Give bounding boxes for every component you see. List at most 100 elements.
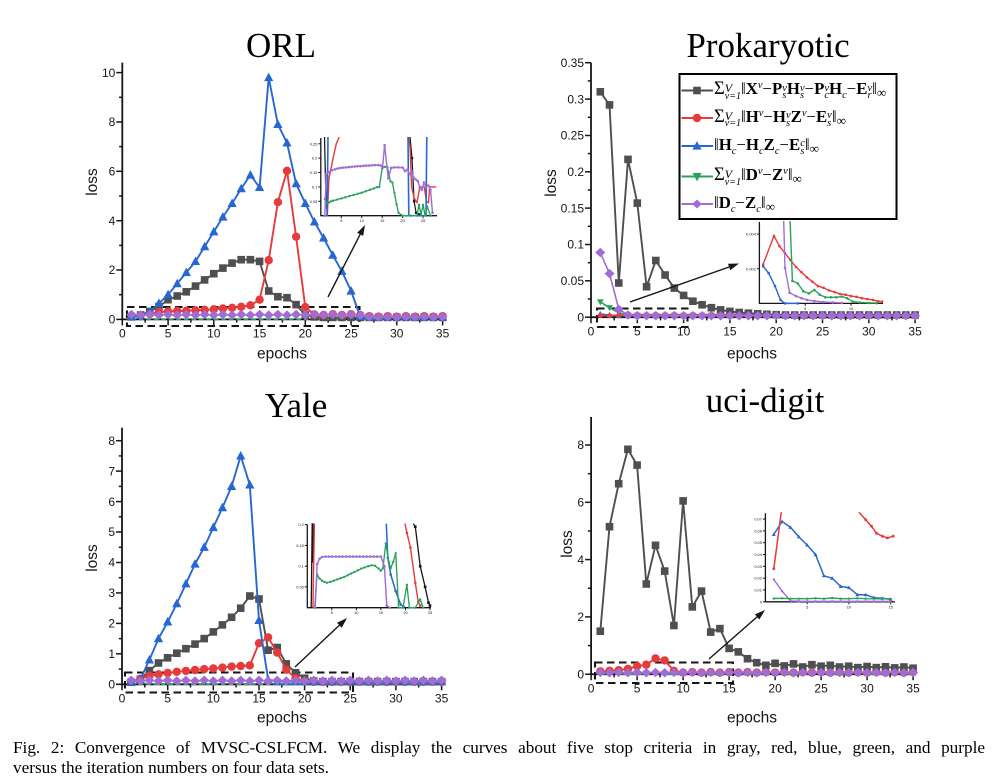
- svg-text:0.02: 0.02: [754, 576, 762, 581]
- svg-text:0: 0: [588, 681, 595, 695]
- svg-text:15: 15: [253, 327, 267, 341]
- svg-text:4: 4: [108, 556, 115, 570]
- svg-text:30: 30: [862, 324, 876, 338]
- svg-text:0.2: 0.2: [567, 165, 584, 179]
- svg-text:0: 0: [760, 599, 763, 604]
- svg-text:loss: loss: [84, 168, 101, 196]
- svg-text:0.04: 0.04: [754, 552, 762, 557]
- svg-text:0: 0: [577, 667, 584, 681]
- svg-text:epochs: epochs: [727, 346, 777, 363]
- svg-text:0.3: 0.3: [567, 92, 584, 106]
- svg-text:0: 0: [109, 313, 116, 327]
- svg-text:0.25: 0.25: [561, 129, 585, 143]
- svg-text:0.15: 0.15: [310, 170, 318, 175]
- svg-text:15: 15: [379, 610, 383, 615]
- svg-text:5: 5: [804, 306, 806, 311]
- svg-text:30: 30: [389, 692, 403, 706]
- svg-text:20: 20: [298, 692, 312, 706]
- svg-text:0.05: 0.05: [754, 540, 762, 545]
- svg-text:20: 20: [403, 610, 408, 615]
- svg-text:15: 15: [252, 692, 266, 706]
- svg-text:0.01: 0.01: [754, 588, 762, 593]
- svg-text:0: 0: [588, 324, 595, 338]
- svg-text:20: 20: [400, 218, 405, 223]
- svg-text:35: 35: [436, 327, 450, 341]
- svg-text:30: 30: [390, 327, 404, 341]
- svg-text:0: 0: [119, 327, 126, 341]
- svg-text:0.05: 0.05: [296, 584, 304, 589]
- svg-text:2: 2: [108, 617, 115, 631]
- svg-text:0: 0: [108, 678, 115, 692]
- svg-text:10: 10: [207, 327, 221, 341]
- svg-text:5: 5: [108, 525, 115, 539]
- svg-text:4: 4: [577, 553, 584, 567]
- svg-text:5: 5: [331, 610, 333, 615]
- svg-text:20: 20: [768, 681, 782, 695]
- svg-text:0.002: 0.002: [746, 266, 756, 271]
- svg-text:25: 25: [344, 692, 358, 706]
- svg-text:10: 10: [849, 306, 854, 311]
- svg-text:0: 0: [577, 310, 584, 324]
- svg-text:15: 15: [889, 604, 893, 609]
- svg-text:0.2: 0.2: [298, 522, 303, 527]
- svg-text:35: 35: [906, 681, 920, 695]
- svg-text:loss: loss: [559, 530, 576, 558]
- svg-text:7: 7: [108, 464, 115, 478]
- svg-text:0.25: 0.25: [310, 141, 318, 146]
- svg-text:loss: loss: [84, 544, 101, 572]
- svg-text:epochs: epochs: [257, 346, 307, 363]
- svg-text:25: 25: [816, 324, 830, 338]
- svg-text:15: 15: [380, 218, 384, 223]
- svg-text:10: 10: [360, 218, 365, 223]
- svg-text:25: 25: [814, 681, 828, 695]
- svg-text:6: 6: [577, 496, 584, 510]
- svg-text:30: 30: [860, 681, 874, 695]
- svg-text:35: 35: [435, 692, 449, 706]
- svg-text:0.05: 0.05: [561, 274, 585, 288]
- svg-text:6: 6: [108, 495, 115, 509]
- svg-text:10: 10: [354, 610, 359, 615]
- svg-text:20: 20: [299, 327, 313, 341]
- svg-text:10: 10: [847, 604, 852, 609]
- svg-text:ORL: ORL: [246, 26, 316, 65]
- svg-text:0.1: 0.1: [567, 238, 584, 252]
- svg-text:5: 5: [806, 604, 808, 609]
- svg-text:20: 20: [770, 324, 784, 338]
- svg-text:10: 10: [207, 692, 221, 706]
- svg-text:0.1: 0.1: [298, 564, 303, 569]
- svg-text:loss: loss: [543, 169, 560, 197]
- svg-text:10: 10: [102, 66, 116, 80]
- svg-text:0.07: 0.07: [754, 517, 762, 522]
- svg-text:15: 15: [722, 681, 736, 695]
- svg-text:1: 1: [108, 647, 115, 661]
- svg-text:15: 15: [723, 324, 737, 338]
- svg-text:25: 25: [421, 218, 425, 223]
- svg-text:4: 4: [109, 214, 116, 228]
- svg-text:0: 0: [119, 692, 126, 706]
- svg-text:5: 5: [164, 692, 171, 706]
- svg-text:6: 6: [109, 165, 116, 179]
- svg-text:0.35: 0.35: [561, 56, 585, 70]
- svg-text:2: 2: [577, 610, 584, 624]
- svg-text:0.15: 0.15: [561, 201, 585, 215]
- svg-text:35: 35: [908, 324, 922, 338]
- svg-text:2: 2: [109, 263, 116, 277]
- svg-text:5: 5: [634, 324, 641, 338]
- svg-text:0.004: 0.004: [746, 232, 757, 237]
- svg-text:uci-digit: uci-digit: [706, 381, 825, 420]
- svg-text:5: 5: [340, 218, 342, 223]
- svg-text:0.1: 0.1: [312, 184, 317, 189]
- svg-text:5: 5: [634, 681, 641, 695]
- svg-text:8: 8: [109, 115, 116, 129]
- svg-text:5: 5: [165, 327, 172, 341]
- svg-text:Prokaryotic: Prokaryotic: [686, 26, 849, 65]
- svg-text:25: 25: [428, 610, 432, 615]
- svg-text:25: 25: [344, 327, 358, 341]
- svg-text:0.15: 0.15: [296, 543, 304, 548]
- svg-text:0.05: 0.05: [310, 199, 318, 204]
- svg-text:0.2: 0.2: [312, 156, 317, 161]
- svg-text:3: 3: [108, 586, 115, 600]
- svg-text:8: 8: [108, 434, 115, 448]
- svg-text:epochs: epochs: [257, 710, 307, 727]
- svg-text:10: 10: [676, 681, 690, 695]
